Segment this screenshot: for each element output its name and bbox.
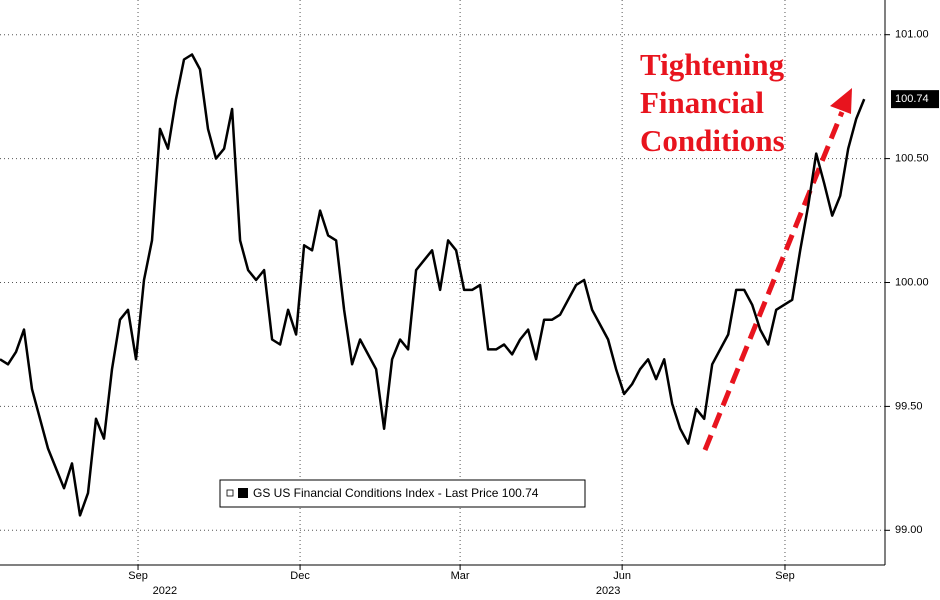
legend-swatch xyxy=(238,488,248,498)
annotation: Tightening xyxy=(640,47,785,82)
annotation: Financial xyxy=(640,85,764,120)
x-tick-label: Dec xyxy=(290,570,310,582)
legend-box xyxy=(219,479,586,508)
x-tick-label: Jun xyxy=(613,570,631,582)
x-tick-label: Sep xyxy=(128,570,148,582)
x-tick-label: Mar xyxy=(451,570,470,582)
y-tick-label: 99.50 xyxy=(895,400,923,412)
last-price-label: 100.74 xyxy=(895,93,929,105)
year-label: 2022 xyxy=(153,585,177,597)
x-tick-label: Sep xyxy=(775,570,795,582)
year-label: 2023 xyxy=(596,585,620,597)
y-tick-label: 100.00 xyxy=(895,276,929,288)
trend-arrow xyxy=(702,111,845,451)
y-tick-label: 100.50 xyxy=(895,153,929,165)
annotation: Conditions xyxy=(640,123,785,158)
arrow-head xyxy=(830,88,852,114)
y-tick-label: 101.00 xyxy=(895,29,929,41)
y-tick-label: 99.00 xyxy=(895,524,923,536)
legend-expand xyxy=(226,489,234,497)
series-line xyxy=(0,53,866,517)
last-price-box xyxy=(891,90,939,109)
legend-label: GS US Financial Conditions Index - Last … xyxy=(253,486,539,500)
